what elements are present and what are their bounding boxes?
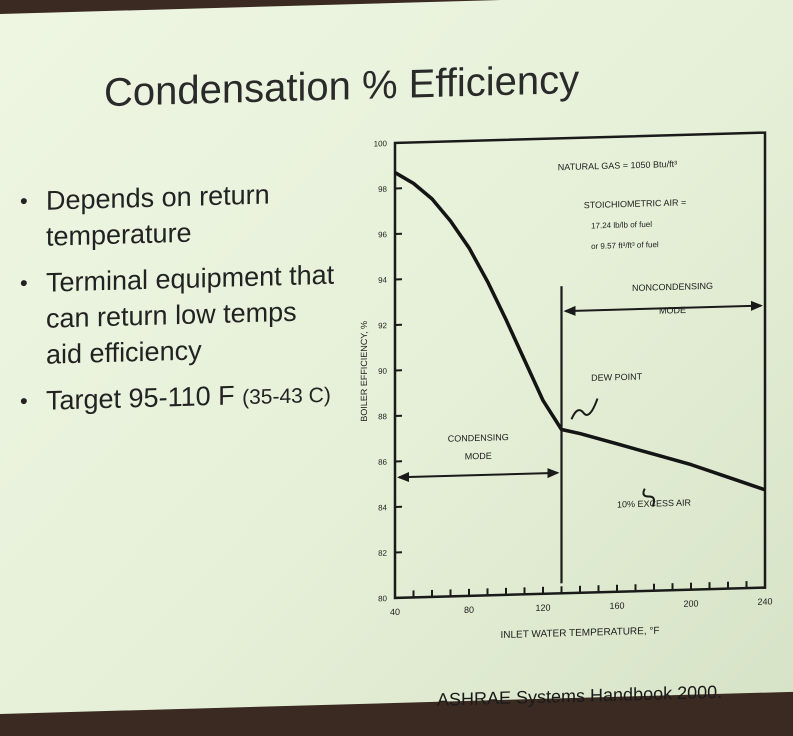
annotation-natural-gas: NATURAL GAS = 1050 Btu/ft³	[558, 159, 677, 172]
efficiency-line	[394, 171, 766, 492]
bullet-item: Target 95-110 F (35-43 C)	[20, 375, 340, 423]
y-tick-label: 98	[378, 185, 387, 194]
x-tick-label: 80	[464, 605, 474, 615]
annotation-noncondensing: NONCONDENSING	[632, 281, 713, 293]
y-tick-label: 88	[378, 412, 387, 421]
annotation-dew-point: DEW POINT	[591, 371, 642, 382]
x-tick-label: 40	[390, 607, 400, 617]
y-tick-label: 82	[378, 549, 387, 558]
x-tick-label: 120	[535, 603, 550, 613]
annotation-noncondensing-mode: MODE	[659, 305, 686, 316]
source-citation: ASHRAE Systems Handbook 2000.	[437, 681, 723, 710]
noncondensing-arrowhead-right	[751, 300, 763, 311]
x-tick-label: 200	[683, 598, 698, 608]
bullet-text: Depends on return temperature	[46, 179, 270, 252]
efficiency-chart: 80 82 84 86 88 90 92 94 96 98 100 40 80 120 160 200 240 I…	[350, 92, 780, 664]
x-axis-label: INLET WATER TEMPERATURE, °F	[501, 626, 660, 641]
annotation-stoich-air-ft: or 9.57 ft³/ft³ of fuel	[591, 240, 659, 251]
dew-point-leader	[570, 398, 599, 420]
slide: Condensation % Efficiency Depends on ret…	[0, 0, 793, 714]
y-tick-label: 86	[378, 458, 387, 467]
y-tick-label: 80	[378, 594, 387, 603]
plot-frame	[393, 131, 767, 600]
condensing-arrow	[399, 471, 558, 479]
annotation-excess-air: 10% EXCESS AIR	[617, 498, 692, 510]
y-axis-label: BOILER EFFICIENCY, %	[359, 321, 369, 422]
annotation-stoich-air: STOICHIOMETRIC AIR =	[584, 197, 687, 210]
bullet-item: Terminal equipment that can return low t…	[20, 257, 340, 374]
bullet-item: Depends on return temperature	[20, 175, 340, 256]
bullet-text: Terminal equipment that can return low t…	[46, 259, 335, 370]
bullet-list: Depends on return temperature Terminal e…	[20, 175, 340, 433]
bullet-suffix: (35-43 C)	[242, 383, 331, 410]
excess-air-leader	[642, 488, 656, 507]
noncondensing-arrow	[565, 304, 761, 313]
y-tick-label: 100	[374, 139, 388, 148]
x-tick-label: 240	[757, 596, 772, 606]
y-tick-label: 96	[378, 230, 387, 239]
noncondensing-arrowhead-left	[563, 305, 576, 316]
y-tick-label: 84	[378, 503, 387, 512]
condensing-arrowhead-left	[397, 472, 409, 483]
y-tick-label: 90	[378, 367, 387, 376]
y-tick-label: 94	[378, 276, 387, 285]
condensing-arrowhead-right	[547, 468, 560, 479]
annotation-condensing-mode: MODE	[465, 451, 492, 462]
bullet-text: Target 95-110 F	[46, 380, 243, 416]
x-tick-label: 160	[609, 601, 624, 611]
annotation-stoich-air-lb: 17.24 lb/lb of fuel	[591, 220, 652, 231]
y-tick-label: 92	[378, 321, 387, 330]
annotation-condensing: CONDENSING	[448, 432, 509, 444]
